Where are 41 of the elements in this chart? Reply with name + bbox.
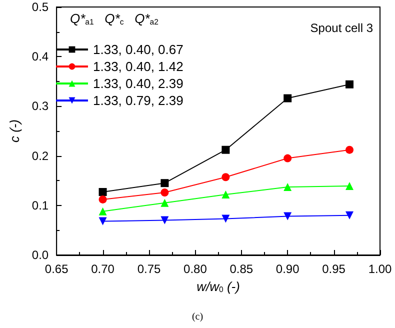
x-tick-label: 0.85 <box>230 262 254 276</box>
y-tick-label: 0.1 <box>32 198 49 212</box>
x-tick-label: 0.75 <box>137 262 161 276</box>
x-tick-label: 0.70 <box>91 262 115 276</box>
x-tick-label: 0.65 <box>44 262 69 276</box>
x-tick-label: 1.00 <box>368 262 392 276</box>
x-tick-label: 0.90 <box>276 262 300 276</box>
x-tick-label: 0.80 <box>184 262 208 276</box>
point <box>222 173 230 182</box>
point <box>284 94 292 102</box>
y-tick-label: 0.3 <box>32 99 49 114</box>
point <box>160 188 169 196</box>
legend-label: 1.33, 0.40, 0.67 <box>93 42 184 57</box>
point <box>98 188 107 196</box>
point <box>346 80 354 88</box>
y-tick-label: 0.0 <box>32 248 49 262</box>
annotation: Spout cell 3 <box>310 21 374 35</box>
text: (c) <box>192 312 204 322</box>
point <box>284 212 292 220</box>
legend-label: 1.33, 0.79, 2.39 <box>93 93 184 108</box>
y-tick-label: 0.5 <box>32 0 49 14</box>
y-tick-label: 0.4 <box>32 50 49 64</box>
point <box>98 217 107 226</box>
point <box>160 216 169 224</box>
y-axis-title: c (-) <box>7 119 22 143</box>
point <box>98 195 107 204</box>
point <box>98 207 107 216</box>
point <box>222 214 230 223</box>
legend-label: 1.33, 0.40, 2.39 <box>93 76 184 91</box>
point <box>284 154 292 162</box>
point <box>222 190 230 198</box>
point <box>346 146 354 154</box>
y-tick-label: 0.2 <box>32 148 49 163</box>
point <box>222 146 230 154</box>
legend-label: 1.33, 0.40, 1.42 <box>93 59 184 74</box>
point <box>284 183 292 192</box>
point <box>160 198 169 207</box>
x-tick-label: 0.95 <box>322 262 346 276</box>
point <box>160 179 169 188</box>
point <box>346 182 354 190</box>
point <box>346 211 354 220</box>
